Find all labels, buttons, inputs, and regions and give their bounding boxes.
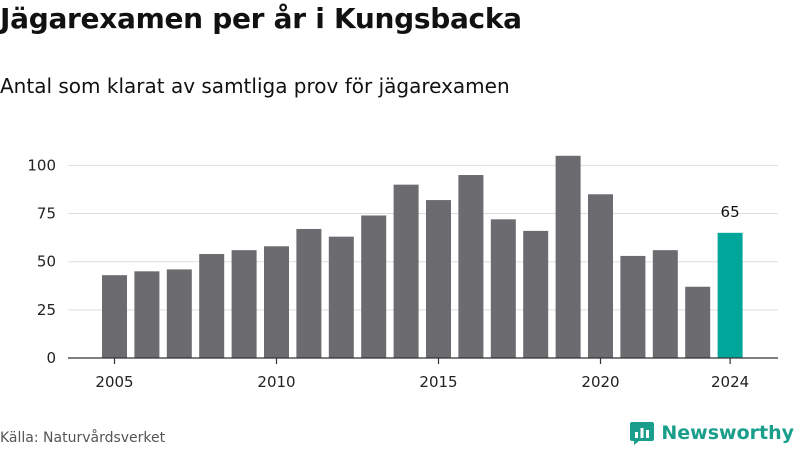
y-tick-label: 100	[27, 156, 56, 174]
bar-2008	[199, 254, 225, 358]
x-tick-label: 2020	[581, 373, 619, 391]
y-tick-label: 0	[46, 349, 56, 367]
y-tick-label: 75	[37, 205, 56, 223]
bar-2022	[652, 250, 678, 358]
chart-subtitle: Antal som klarat av samtliga prov för jä…	[0, 74, 510, 98]
bar-chart: 0 25 50 75 100 65 2005 2010 2015 2020 2024	[27, 155, 778, 391]
brand-logo: Newsworthy	[629, 420, 794, 446]
bar-2023	[685, 286, 711, 358]
x-tick-label: 2010	[257, 373, 295, 391]
bar-2017	[490, 219, 516, 358]
x-tick-label: 2024	[711, 373, 749, 391]
bar-2006	[134, 271, 160, 358]
bar-2011	[296, 228, 322, 358]
x-tick-label: 2005	[95, 373, 133, 391]
bar-2012	[328, 236, 354, 358]
data-label: 65	[721, 203, 740, 221]
bar-2007	[166, 269, 192, 358]
brand-name: Newsworthy	[661, 422, 794, 444]
bar-2015	[426, 200, 451, 358]
newsworthy-logo-icon	[630, 422, 655, 445]
x-tick-label: 2015	[419, 373, 457, 391]
y-tick-label: 50	[37, 253, 56, 271]
bar-2018	[523, 230, 549, 358]
bar-2020	[588, 194, 613, 358]
bar-2005	[102, 275, 127, 358]
bar-2016	[458, 175, 484, 358]
bar-2024	[717, 232, 743, 358]
bar-2014	[393, 184, 419, 358]
bar-2009	[231, 250, 257, 358]
bar-2019	[555, 155, 581, 358]
bar-2013	[361, 215, 387, 358]
source-note: Källa: Naturvårdsverket	[0, 430, 166, 446]
y-tick-label: 25	[37, 301, 56, 319]
bar-2021	[620, 255, 646, 358]
chart-title: Jägarexamen per år i Kungsbacka	[0, 2, 522, 35]
bar-2010	[264, 246, 289, 358]
